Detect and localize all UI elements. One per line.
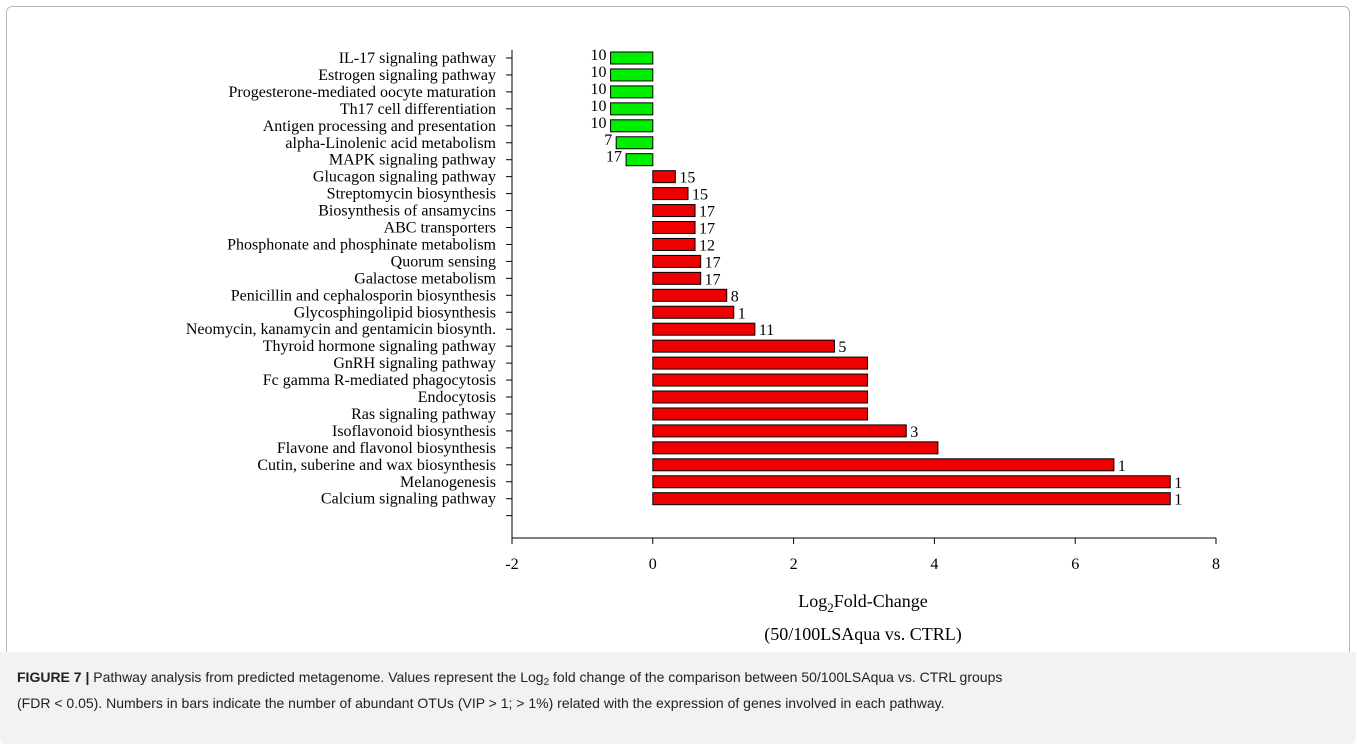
- negative-bar: [615, 136, 654, 150]
- positive-bar: [652, 407, 869, 421]
- x-tick-label: 6: [1071, 556, 1079, 573]
- category-label: Fc gamma R-mediated phagocytosis: [263, 372, 496, 389]
- positive-bar: [652, 288, 728, 302]
- x-axis-title-line2: (50/100LSAqua vs. CTRL): [764, 624, 962, 645]
- negative-bar: [610, 51, 654, 65]
- category-label: Cutin, suberine and wax biosynthesis: [257, 457, 496, 474]
- positive-bar: [652, 271, 702, 285]
- caption-text-b: fold change of the comparison between 50…: [549, 669, 1003, 685]
- x-axis-title: Log2Fold-Change: [798, 591, 928, 615]
- x-axis-title-subscript: 2: [827, 600, 834, 615]
- positive-bar: [652, 373, 869, 387]
- x-tick-label: 2: [790, 556, 798, 573]
- category-label: Flavone and flavonol biosynthesis: [277, 440, 496, 457]
- positive-bar: [652, 356, 869, 370]
- category-label: Thyroid hormone signaling pathway: [263, 338, 496, 355]
- category-label: Ras signaling pathway: [351, 406, 496, 423]
- category-label: Glycosphingolipid biosynthesis: [294, 304, 496, 321]
- bar-count-label: 17: [699, 221, 715, 238]
- category-label: Streptomycin biosynthesis: [327, 186, 496, 203]
- x-tick-label: 0: [649, 556, 657, 573]
- positive-bar: [652, 254, 702, 268]
- category-label: Melanogenesis: [400, 474, 496, 491]
- caption-text-a: Pathway analysis from predicted metageno…: [89, 669, 544, 685]
- negative-bar: [610, 85, 654, 99]
- bar-count-label: 17: [705, 254, 721, 271]
- positive-bar: [652, 390, 869, 404]
- category-label: Progesterone-mediated oocyte maturation: [229, 84, 496, 101]
- figure-caption: FIGURE 7 | Pathway analysis from predict…: [17, 667, 1337, 714]
- category-label: Neomycin, kanamycin and gentamicin biosy…: [186, 321, 496, 338]
- bar-count-label: 1: [1174, 475, 1182, 492]
- x-axis-title-rest: Fold-Change: [834, 591, 928, 611]
- bar-count-label: 1: [738, 305, 746, 322]
- bar-count-label: 10: [591, 81, 607, 98]
- bar-count-label: 17: [705, 271, 721, 288]
- positive-bar: [652, 305, 735, 319]
- bar-count-label: 5: [838, 339, 846, 356]
- category-label: ABC transporters: [384, 220, 496, 237]
- bar-count-label: 3: [910, 424, 918, 441]
- category-label: Glucagon signaling pathway: [313, 169, 496, 186]
- bar-count-label: 1: [1118, 458, 1126, 475]
- negative-bar: [610, 119, 654, 133]
- positive-bar: [652, 475, 1171, 489]
- category-label: Phosphonate and phosphinate metabolism: [227, 236, 496, 253]
- positive-bar: [652, 458, 1115, 472]
- caption-subscript: 2: [543, 677, 550, 688]
- bar-count-label: 12: [699, 237, 715, 254]
- category-label: GnRH signaling pathway: [333, 355, 496, 372]
- category-label: Penicillin and cephalosporin biosynthesi…: [231, 287, 496, 304]
- positive-bar: [652, 322, 756, 336]
- category-label: Quorum sensing: [391, 253, 496, 270]
- figure-label: FIGURE 7 |: [17, 669, 90, 685]
- positive-bar: [652, 187, 689, 201]
- category-label: MAPK signaling pathway: [329, 152, 496, 169]
- positive-bar: [652, 170, 676, 184]
- negative-bar: [610, 68, 654, 82]
- bar-count-label: 1: [1174, 492, 1182, 509]
- bar-count-label: 15: [679, 170, 695, 187]
- positive-bar: [652, 441, 939, 455]
- bar-count-label: 7: [604, 132, 612, 149]
- category-label: Calcium signaling pathway: [321, 491, 496, 508]
- bar-count-label: 8: [731, 288, 739, 305]
- positive-bar: [652, 339, 835, 353]
- caption-background: [0, 652, 1356, 744]
- bar-chart: -2 0 2 4 6 8 IL-17 signaling pathway 10 Estrogen…: [186, 47, 1220, 645]
- category-label: IL-17 signaling pathway: [339, 50, 496, 67]
- positive-bar: [652, 204, 696, 218]
- bar-count-label: 10: [591, 98, 607, 115]
- positive-bar: [652, 221, 696, 234]
- category-label: Th17 cell differentiation: [340, 101, 496, 118]
- positive-bar: [652, 424, 907, 438]
- x-tick-label: 4: [930, 556, 938, 573]
- bar-count-label: 17: [699, 204, 715, 221]
- positive-bar: [652, 492, 1171, 506]
- positive-bar: [652, 237, 696, 251]
- bar-count-label: 17: [606, 149, 622, 166]
- category-label: alpha-Linolenic acid metabolism: [285, 135, 496, 152]
- bar-count-label: 10: [591, 64, 607, 81]
- negative-bar: [610, 102, 654, 116]
- caption-text-c: (FDR < 0.05). Numbers in bars indicate t…: [17, 695, 945, 711]
- category-label: Galactose metabolism: [354, 270, 496, 287]
- category-label: Biosynthesis of ansamycins: [318, 203, 496, 220]
- figure-frame: [6, 6, 1350, 738]
- category-label: Estrogen signaling pathway: [318, 67, 496, 84]
- bar-count-label: 10: [591, 115, 607, 132]
- x-tick-label: 8: [1212, 556, 1220, 573]
- category-label: Endocytosis: [418, 389, 496, 406]
- x-axis-title-main: Log: [798, 591, 827, 611]
- negative-bar: [625, 153, 654, 167]
- bar-count-label: 15: [692, 187, 708, 204]
- x-tick-label: -2: [505, 556, 518, 573]
- bar-count-label: 10: [591, 47, 607, 64]
- category-label: Isoflavonoid biosynthesis: [332, 423, 496, 440]
- category-label: Antigen processing and presentation: [263, 118, 496, 135]
- bar-count-label: 11: [759, 322, 774, 339]
